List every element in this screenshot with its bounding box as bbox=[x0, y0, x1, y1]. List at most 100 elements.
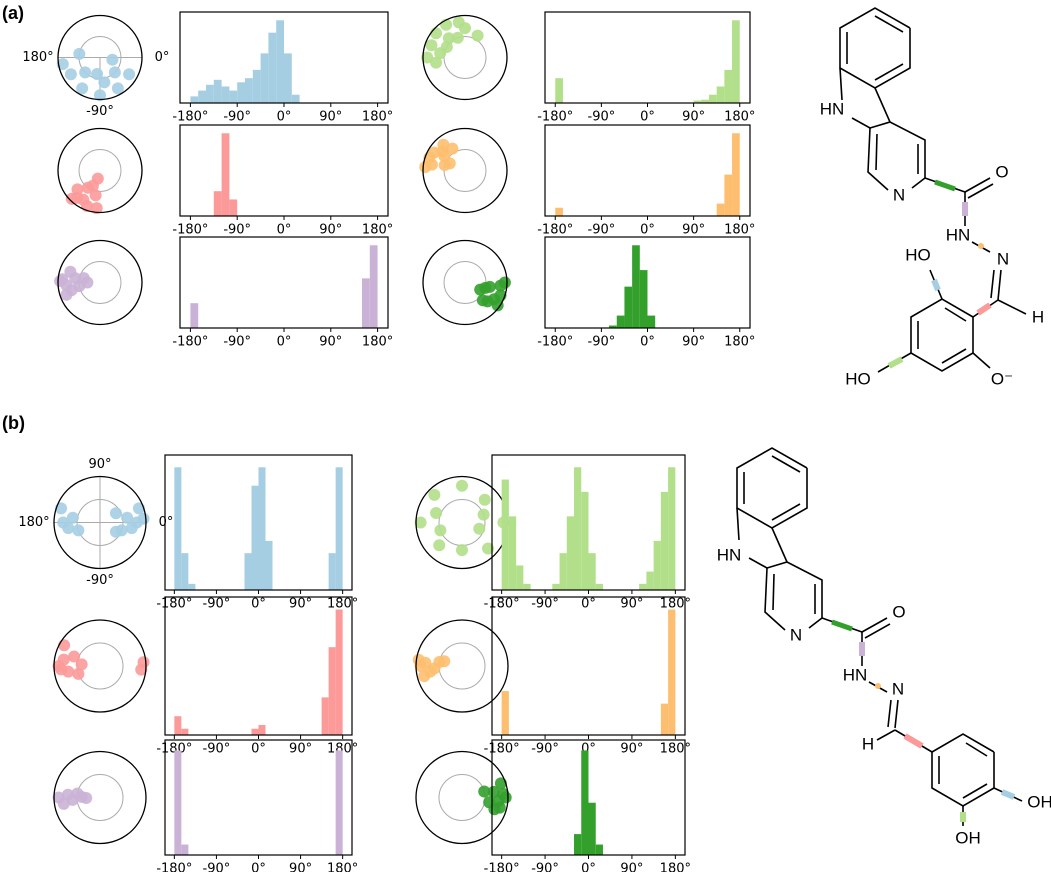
polar-point bbox=[456, 544, 468, 557]
bar bbox=[206, 84, 214, 103]
x-tick-label: -180° bbox=[172, 335, 208, 350]
bar bbox=[595, 844, 603, 855]
x-tick-label: 90° bbox=[620, 742, 643, 757]
bar bbox=[632, 245, 640, 328]
panel-label: (b) bbox=[2, 413, 25, 433]
bond bbox=[941, 348, 967, 364]
bar bbox=[251, 728, 259, 735]
bond bbox=[766, 561, 823, 629]
bar bbox=[190, 96, 199, 103]
polar-frame bbox=[422, 127, 508, 214]
atom-label: O⁻ bbox=[991, 369, 1013, 388]
polar-point bbox=[456, 479, 468, 492]
highlight bbox=[934, 179, 956, 192]
x-tick-label: -180° bbox=[156, 597, 192, 612]
x-tick-label: -90° bbox=[203, 742, 231, 757]
polar-point bbox=[64, 265, 77, 278]
polar-point bbox=[419, 161, 432, 174]
polar-point bbox=[73, 47, 86, 60]
axes-frame bbox=[179, 236, 389, 329]
polar-point bbox=[76, 82, 89, 95]
bar bbox=[252, 69, 261, 103]
x-tick-label: -180° bbox=[172, 110, 208, 125]
x-tick-label: 180° bbox=[327, 597, 358, 612]
bar bbox=[716, 86, 725, 103]
atom-label: HN bbox=[820, 99, 845, 118]
bond bbox=[990, 269, 995, 299]
polar-point bbox=[478, 785, 491, 798]
bond bbox=[736, 507, 740, 541]
polar-point bbox=[477, 508, 490, 521]
x-tick-label: -180° bbox=[484, 742, 520, 757]
bond bbox=[748, 557, 768, 569]
polar-point bbox=[487, 785, 500, 798]
bond bbox=[869, 121, 926, 189]
x-tick-label: -90° bbox=[203, 597, 231, 612]
x-tick-label: -90° bbox=[223, 335, 251, 350]
bar bbox=[660, 703, 669, 735]
bar bbox=[559, 553, 567, 590]
x-tick-label: 180° bbox=[724, 335, 755, 350]
r-grid bbox=[438, 499, 486, 546]
polar-point bbox=[428, 488, 441, 501]
x-tick-label: 180° bbox=[327, 862, 358, 872]
x-tick-label: 180° bbox=[724, 223, 755, 238]
highlight bbox=[903, 733, 924, 749]
polar-point bbox=[72, 667, 85, 680]
x-tick-label: 90° bbox=[289, 597, 312, 612]
polar-point bbox=[132, 502, 145, 515]
atom-label: OH bbox=[955, 828, 981, 847]
bar bbox=[501, 691, 509, 735]
bar bbox=[213, 191, 222, 216]
polar-point bbox=[66, 511, 79, 524]
x-tick-label: 0° bbox=[251, 597, 266, 612]
bar bbox=[716, 203, 725, 216]
polar-point bbox=[478, 493, 491, 506]
atom-label: H bbox=[1032, 307, 1044, 326]
x-tick-label: -90° bbox=[588, 223, 616, 238]
bar bbox=[174, 716, 182, 735]
bar bbox=[174, 750, 182, 855]
r-grid bbox=[438, 774, 486, 821]
polar-frame bbox=[422, 14, 508, 101]
bond bbox=[887, 699, 892, 728]
bar bbox=[724, 69, 733, 103]
bond bbox=[997, 299, 1027, 315]
polar-point bbox=[55, 663, 68, 676]
polar-point bbox=[109, 525, 122, 538]
bar bbox=[244, 553, 252, 590]
bar bbox=[328, 553, 336, 590]
polar-point bbox=[65, 192, 78, 205]
bar bbox=[221, 133, 230, 216]
polar-point bbox=[425, 39, 438, 52]
polar-point bbox=[414, 516, 427, 529]
bar bbox=[284, 53, 292, 103]
polar-point bbox=[499, 791, 512, 804]
polar-point bbox=[491, 299, 504, 312]
atom-label: HN bbox=[946, 225, 971, 244]
polar-point bbox=[442, 32, 455, 45]
bond bbox=[851, 117, 871, 129]
bar bbox=[335, 750, 343, 855]
angle-tick-label: 90° bbox=[88, 457, 111, 472]
bar bbox=[291, 94, 300, 103]
atom-label: N bbox=[997, 249, 1009, 268]
polar-point bbox=[111, 82, 124, 95]
bar bbox=[258, 724, 266, 735]
bond bbox=[965, 742, 988, 757]
bond bbox=[867, 127, 889, 191]
bar bbox=[188, 583, 196, 590]
bar bbox=[245, 78, 253, 103]
bar bbox=[508, 516, 517, 590]
polar-frame bbox=[415, 619, 509, 713]
bar bbox=[198, 90, 206, 103]
x-tick-label: 90° bbox=[289, 742, 312, 757]
axes-frame bbox=[179, 124, 389, 217]
bar bbox=[190, 303, 199, 328]
atom-label: HO bbox=[905, 245, 931, 264]
highlight bbox=[1000, 789, 1016, 800]
x-tick-label: 90° bbox=[319, 335, 342, 350]
bond bbox=[962, 783, 988, 799]
x-tick-label: 0° bbox=[277, 223, 292, 238]
x-tick-label: -90° bbox=[588, 110, 616, 125]
